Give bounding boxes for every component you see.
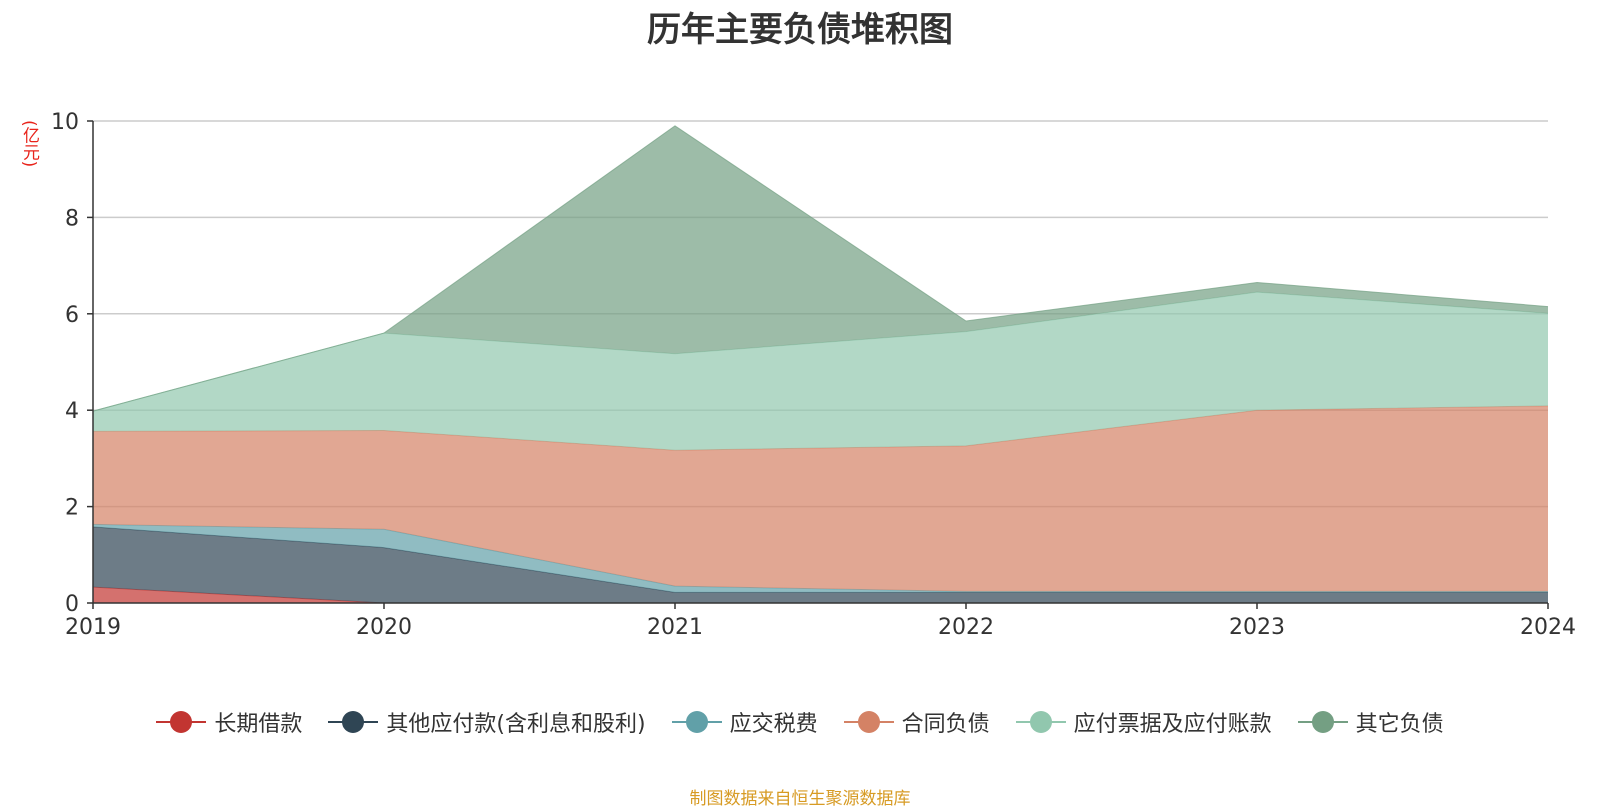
legend-label: 长期借款 [214, 712, 303, 737]
legend-marker-icon [843, 707, 894, 737]
y-axis-unit-label: (亿元) [19, 120, 39, 168]
area-layer [92, 125, 1549, 604]
legend-marker-icon [1015, 707, 1066, 737]
x-tick-label: 2019 [65, 615, 121, 640]
y-tick-label: 4 [65, 399, 79, 424]
legend-label: 合同负债 [901, 712, 990, 737]
legend-item-1[interactable]: 长期借款 [156, 706, 302, 738]
axis-layer: 0 2 4 6 8 10 2019 2020 2021 2022 2023 2024 [51, 110, 1576, 640]
area-series-5[interactable] [93, 292, 1548, 451]
legend-marker-icon [328, 707, 379, 737]
area-series-3[interactable] [93, 524, 1548, 593]
legend-label: 应付票据及应付账款 [1073, 712, 1272, 737]
legend-item-5[interactable]: 应付票据及应付账款 [1015, 706, 1272, 738]
source-note: 制图数据来自恒生聚源数据库 [689, 789, 911, 809]
x-tick-label: 2022 [938, 615, 994, 640]
legend-item-3[interactable]: 应交税费 [671, 706, 818, 738]
area-series-2[interactable] [93, 526, 1548, 603]
legend-item-4[interactable]: 合同负债 [843, 706, 990, 738]
y-tick-label: 6 [65, 303, 79, 328]
x-tick-label: 2024 [1520, 615, 1576, 640]
y-tick-label: 0 [65, 592, 79, 617]
legend-label: 其他应付款(含利息和股利) [386, 712, 646, 737]
area-series-6[interactable] [93, 125, 1548, 412]
chart-title: 历年主要负债堆积图 [647, 10, 953, 50]
y-tick-label: 2 [65, 496, 79, 521]
x-tick-label: 2021 [647, 615, 703, 640]
legend-item-6[interactable]: 其它负债 [1297, 706, 1444, 738]
legend-item-2[interactable]: 其他应付款(含利息和股利) [328, 706, 646, 738]
area-series-4[interactable] [93, 405, 1548, 592]
y-tick-label: 10 [51, 110, 79, 135]
legend-marker-icon [671, 707, 722, 737]
y-tick-label: 8 [65, 206, 79, 231]
legend-label: 应交税费 [729, 712, 818, 737]
area-series-1[interactable] [93, 587, 1548, 603]
line-series-6 [92, 125, 1549, 412]
legend: 长期借款 其他应付款(含利息和股利) 应交税费 合同负债 应付票据及应付账款 其它负债 [0, 706, 1600, 738]
legend-marker-icon [156, 707, 207, 737]
legend-marker-icon [1297, 707, 1348, 737]
x-tick-label: 2023 [1229, 615, 1285, 640]
legend-label: 其它负债 [1355, 712, 1444, 737]
x-tick-label: 2020 [356, 615, 412, 640]
